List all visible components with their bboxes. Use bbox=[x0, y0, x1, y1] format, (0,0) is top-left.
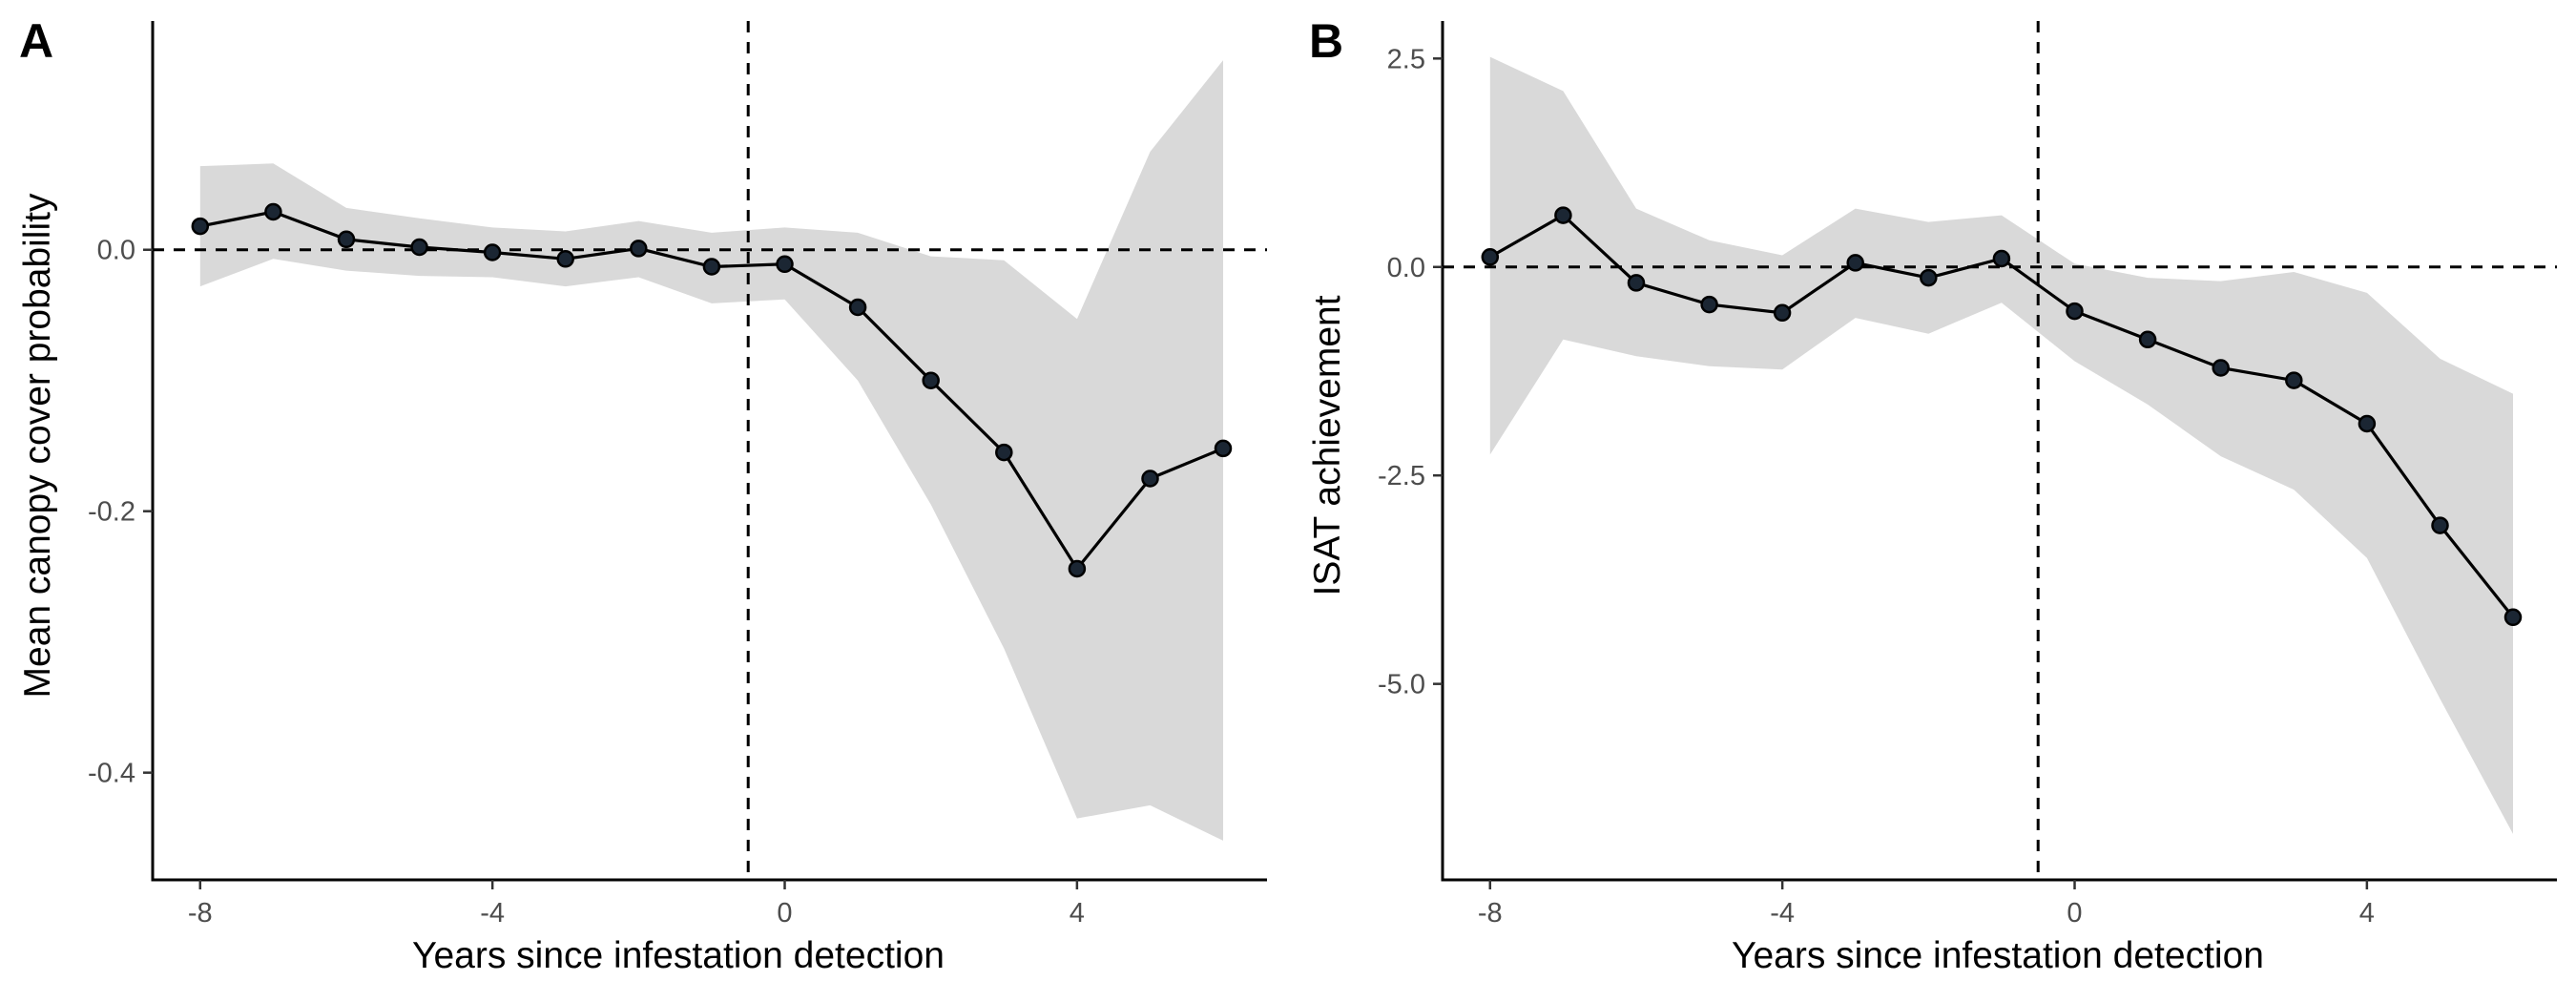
panel-a-y-tick-label: 0.0 bbox=[97, 236, 135, 266]
panel-a-label: A bbox=[19, 14, 53, 68]
panel-a-points-layer bbox=[191, 202, 1233, 578]
panel-b-data-point bbox=[1627, 274, 1646, 292]
panel-a-y-tick-label: -0.2 bbox=[88, 497, 135, 528]
panel-b-x-tick-label: 4 bbox=[2359, 898, 2375, 929]
panel-b-data-point bbox=[2066, 302, 2084, 321]
panel-a-data-point bbox=[922, 371, 940, 389]
panel-b-data-point bbox=[2285, 371, 2303, 389]
panel-a-data-point bbox=[1068, 559, 1087, 578]
panel-b-data-point bbox=[2212, 359, 2230, 377]
panel-b-y-ticks: -5.0 -2.5 0.0 2.5 bbox=[1378, 44, 1443, 700]
panel-a-y-ticks: -0.4 -0.2 0.0 bbox=[88, 236, 153, 789]
panel-a-x-tick-label: 0 bbox=[777, 898, 792, 929]
panel-a-x-tick-label: 4 bbox=[1070, 898, 1085, 929]
panel-a-data-point bbox=[556, 250, 574, 268]
panel-a-canopy-cover: A -8 -4 0 4 -0.4 -0.2 0.0 Years since infesta… bbox=[17, 14, 1267, 976]
panel-b-x-tick-label: -4 bbox=[1770, 898, 1795, 929]
panel-b-data-point bbox=[1773, 303, 1792, 323]
panel-a-data-point bbox=[995, 443, 1013, 462]
panel-b-data-point bbox=[2138, 330, 2157, 349]
panel-a-ci-layer bbox=[199, 60, 1223, 841]
panel-a-y-tick-label: -0.4 bbox=[88, 759, 135, 789]
panel-b-y-tick-label: 0.0 bbox=[1387, 253, 1425, 283]
panel-a-data-point bbox=[191, 217, 210, 236]
panel-b-data-point bbox=[1700, 295, 1718, 314]
panel-b-data-point bbox=[2358, 414, 2377, 433]
panel-b-isat-achievement: B -8 -4 0 4 -5.0 -2.5 0.0 2.5 Years since infe… bbox=[1307, 14, 2557, 976]
panel-a-data-point bbox=[337, 230, 356, 249]
panel-a-y-axis-title: Mean canopy cover probability bbox=[17, 193, 58, 698]
panel-a-x-tick-label: -8 bbox=[188, 898, 213, 929]
panel-a-data-point bbox=[702, 258, 721, 276]
panel-a-axes bbox=[151, 21, 1267, 882]
panel-b-y-tick-label: 2.5 bbox=[1387, 44, 1425, 74]
panel-b-confidence-band bbox=[1489, 56, 2513, 834]
panel-b-x-axis-title: Years since infestation detection bbox=[1732, 935, 2264, 976]
panel-b-data-point bbox=[1846, 254, 1864, 272]
panel-b-label: B bbox=[1309, 14, 1343, 68]
panel-b-x-tick-label: -8 bbox=[1478, 898, 1503, 929]
panel-a-data-point bbox=[264, 202, 282, 221]
panel-a-data-point bbox=[410, 238, 428, 257]
panel-b-data-point bbox=[1920, 268, 1938, 287]
panel-b-data-point bbox=[2503, 608, 2523, 627]
panel-b-axes bbox=[1441, 21, 2557, 882]
panel-b-y-tick-label: -2.5 bbox=[1378, 461, 1425, 491]
panel-b-ci-layer bbox=[1489, 56, 2513, 834]
panel-b-data-point bbox=[1481, 248, 1500, 266]
panel-a-data-point bbox=[483, 243, 502, 261]
panel-b-data-point bbox=[2431, 516, 2449, 534]
panel-a-x-axis-title: Years since infestation detection bbox=[412, 935, 945, 976]
panel-b-points-layer bbox=[1481, 206, 2523, 627]
panel-a-x-ticks: -8 -4 0 4 bbox=[188, 880, 1085, 929]
panel-a-data-point bbox=[1214, 439, 1233, 458]
panel-b-y-axis-title: ISAT achievement bbox=[1307, 295, 1348, 595]
panel-b-y-tick-label: -5.0 bbox=[1378, 670, 1425, 700]
panel-b-data-point bbox=[1992, 249, 2011, 268]
panel-a-data-point bbox=[630, 240, 648, 258]
panel-a-data-point bbox=[776, 255, 794, 274]
panel-a-data-point bbox=[848, 298, 867, 317]
panel-a-x-tick-label: -4 bbox=[480, 898, 505, 929]
panel-a-reference-lines bbox=[153, 21, 1267, 880]
panel-b-x-ticks: -8 -4 0 4 bbox=[1478, 880, 2375, 929]
panel-b-data-point bbox=[1554, 206, 1572, 224]
panel-a-data-point bbox=[1141, 470, 1159, 488]
panel-b-x-tick-label: 0 bbox=[2067, 898, 2082, 929]
panel-a-confidence-band bbox=[199, 60, 1223, 841]
